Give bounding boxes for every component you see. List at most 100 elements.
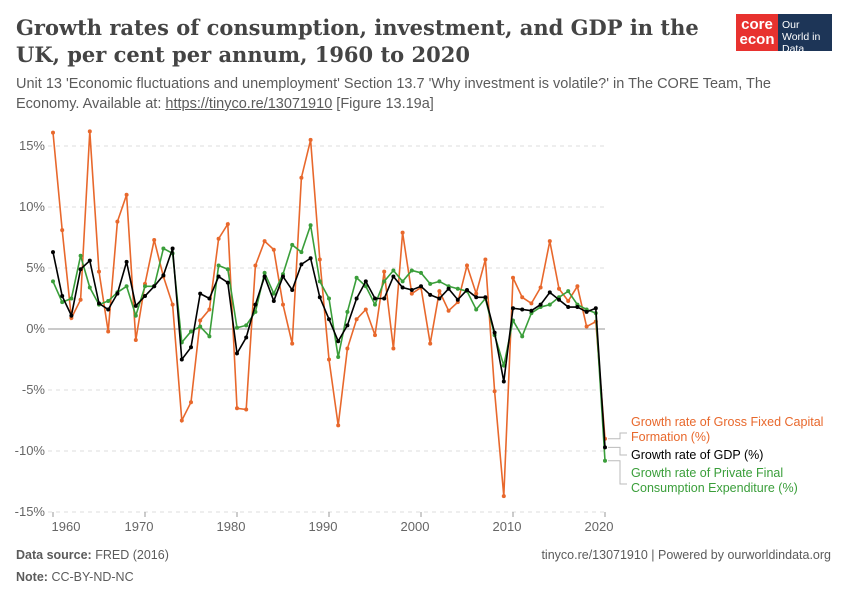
data-point [538, 302, 543, 307]
data-point [198, 324, 203, 329]
data-point [603, 458, 607, 463]
data-point [428, 341, 433, 346]
data-point [299, 250, 304, 255]
data-point [511, 306, 515, 311]
legend-label: Growth rate of Private Final Consumption … [631, 466, 798, 495]
data-point [501, 363, 506, 368]
data-point [290, 287, 295, 292]
source-link[interactable]: https://tinyco.re/13071910 [165, 96, 333, 112]
subtitle-text: Unit 13 'Economic fluctuations and unemp… [16, 76, 771, 112]
data-point [547, 239, 552, 244]
data-point [189, 400, 193, 405]
data-point [474, 295, 479, 300]
data-point [235, 406, 239, 411]
data-point [520, 334, 525, 339]
legend-label: Growth rate of GDP (%) [631, 448, 763, 462]
data-point [216, 263, 221, 268]
x-tick-label: 1980 [217, 519, 246, 534]
data-point [253, 302, 258, 307]
data-point [317, 295, 322, 300]
data-point [244, 323, 249, 328]
data-point [363, 307, 368, 312]
data-point [557, 297, 561, 302]
data-point [566, 289, 571, 294]
data-point [455, 286, 460, 291]
data-point [391, 274, 396, 279]
data-point [474, 291, 479, 296]
data-point [400, 279, 405, 284]
y-tick-label: 0% [26, 321, 45, 336]
data-point [428, 281, 433, 286]
data-point [124, 259, 129, 264]
data-point [97, 269, 101, 274]
legend-connector [608, 460, 627, 485]
data-point [529, 308, 534, 313]
data-point [566, 298, 571, 303]
data-point [492, 330, 497, 335]
data-point [446, 286, 451, 291]
data-point [78, 267, 83, 272]
data-point [271, 291, 276, 296]
data-point [124, 284, 129, 289]
data-point [78, 297, 83, 302]
data-point [161, 246, 166, 251]
note: Note: CC-BY-ND-NC [16, 570, 134, 584]
data-point [60, 228, 65, 233]
data-point [308, 256, 313, 261]
owid-logo: Our World in Data [778, 14, 832, 55]
data-point [87, 285, 92, 290]
data-point [317, 279, 322, 284]
data-point [69, 313, 74, 318]
data-point [133, 303, 138, 308]
legend-connector [608, 446, 627, 456]
data-point [603, 445, 607, 450]
y-tick-label: -15% [15, 504, 46, 519]
data-point [317, 257, 322, 262]
data-point [60, 300, 65, 305]
legend-connector [608, 432, 627, 440]
data-point [262, 274, 267, 279]
data-point [336, 355, 341, 360]
data-point [345, 346, 350, 351]
data-point [152, 284, 157, 289]
legend-label: Growth rate of Gross Fixed Capital Format… [631, 415, 823, 444]
data-point [198, 318, 203, 323]
data-point [308, 223, 313, 228]
data-point [78, 253, 83, 258]
data-point [327, 317, 331, 322]
data-point [409, 268, 414, 273]
data-point [575, 305, 580, 310]
note-label: Note: [16, 570, 48, 584]
logo: core econ Our World in Data [736, 14, 832, 55]
data-point [373, 296, 377, 301]
data-point [189, 345, 193, 350]
data-point [446, 308, 451, 313]
data-point [520, 295, 525, 300]
data-point [511, 275, 515, 280]
source-label: Data source: [16, 548, 92, 562]
data-point [400, 230, 405, 235]
note-value: CC-BY-ND-NC [51, 570, 134, 584]
data-point [584, 324, 589, 329]
series-line [52, 225, 606, 461]
data-point [51, 130, 55, 135]
data-point [106, 298, 111, 303]
data-point [538, 285, 543, 290]
data-point [106, 329, 111, 334]
subtitle-figure-ref: [Figure 13.19a] [332, 96, 434, 112]
data-point [216, 274, 221, 279]
data-point [207, 296, 212, 301]
data-point [419, 284, 423, 289]
data-point [373, 302, 377, 307]
data-point [207, 307, 212, 312]
x-tick-label: 2010 [493, 519, 522, 534]
data-point [124, 192, 129, 197]
data-source: Data source: FRED (2016) [16, 548, 169, 562]
data-point [520, 307, 525, 312]
footer-credit[interactable]: tinyco.re/13071910 | Powered by ourworld… [541, 548, 831, 562]
data-point [354, 317, 359, 322]
data-point [170, 302, 175, 307]
data-point [271, 247, 276, 252]
chart-title: Growth rates of consumption, investment,… [16, 15, 699, 67]
data-point [501, 379, 506, 384]
